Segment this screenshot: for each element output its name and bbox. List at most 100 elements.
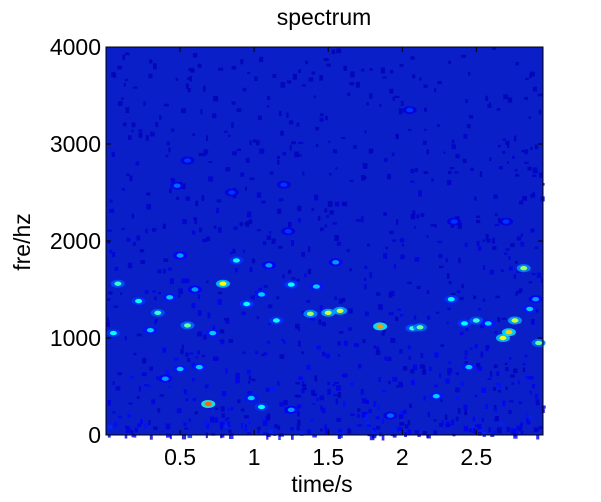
heatmap-texture-cell: [401, 243, 404, 247]
heatmap-texture-cell: [233, 226, 238, 230]
heatmap-texture-cell: [297, 326, 300, 332]
heatmap-texture-cell: [346, 249, 350, 253]
heatmap-texture-cell: [509, 357, 512, 360]
heatmap-texture-cell: [167, 267, 172, 271]
heatmap-texture-cell: [149, 59, 153, 64]
heatmap-texture-cell: [162, 347, 166, 353]
heatmap-texture-cell: [148, 385, 152, 388]
heatmap-hotspot: [484, 321, 492, 326]
heatmap-texture-cell: [163, 268, 166, 274]
heatmap-texture-cell: [150, 131, 155, 137]
heatmap-texture-cell: [539, 172, 543, 178]
heatmap-texture-cell: [183, 389, 187, 394]
heatmap-texture-cell: [541, 405, 546, 409]
heatmap-texture-cell: [204, 384, 209, 389]
heatmap-texture-cell: [410, 214, 416, 220]
heatmap-texture-cell: [499, 421, 503, 426]
heatmap-texture-cell: [127, 262, 133, 269]
heatmap-texture-cell: [107, 229, 112, 232]
heatmap-texture-cell: [257, 229, 261, 232]
heatmap-texture-cell: [426, 290, 430, 294]
heatmap-hotspot: [154, 310, 162, 315]
heatmap-hotspot: [284, 229, 292, 234]
heatmap-texture-cell: [246, 369, 251, 375]
heatmap-texture-cell: [520, 430, 524, 435]
heatmap-texture-cell: [192, 398, 196, 402]
heatmap-texture-cell: [140, 419, 143, 425]
heatmap-texture-cell: [316, 397, 319, 401]
heatmap-hotspot: [511, 318, 519, 323]
heatmap-texture-cell: [203, 334, 207, 340]
heatmap-texture-cell: [392, 433, 397, 438]
heatmap-texture-cell: [464, 360, 468, 364]
heatmap-texture-cell: [230, 407, 234, 411]
heatmap-texture-cell: [378, 304, 383, 310]
heatmap-texture-cell: [409, 403, 412, 408]
heatmap-texture-cell: [408, 356, 411, 360]
y-tick-label: 2000: [50, 228, 101, 254]
heatmap-texture-cell: [532, 192, 536, 196]
heatmap-texture-cell: [319, 428, 323, 432]
heatmap-texture-cell: [535, 309, 539, 313]
heatmap-texture-cell: [281, 338, 285, 341]
heatmap-texture-cell: [400, 411, 405, 417]
heatmap-texture-cell: [481, 417, 484, 422]
heatmap-texture-cell: [184, 427, 189, 430]
heatmap-texture-cell: [329, 210, 334, 215]
heatmap-texture-cell: [457, 408, 461, 414]
heatmap-texture-cell: [533, 427, 538, 433]
heatmap-texture-cell: [482, 239, 485, 242]
heatmap-texture-cell: [178, 288, 183, 295]
heatmap-texture-cell: [356, 81, 360, 88]
heatmap-texture-cell: [181, 344, 184, 349]
heatmap-texture-cell: [225, 368, 228, 374]
heatmap-texture-cell: [325, 353, 331, 359]
heatmap-texture-cell: [368, 408, 372, 414]
heatmap-texture-cell: [138, 132, 143, 138]
heatmap-texture-cell: [240, 408, 245, 412]
heatmap-texture-cell: [414, 167, 418, 172]
heatmap-texture-cell: [259, 56, 264, 62]
heatmap-texture-cell: [192, 378, 195, 382]
heatmap-texture-cell: [153, 63, 157, 70]
heatmap-texture-cell: [197, 294, 200, 300]
heatmap-texture-cell: [315, 126, 319, 131]
heatmap-texture-cell: [515, 173, 520, 177]
heatmap-texture-cell: [461, 284, 464, 289]
heatmap-texture-cell: [305, 60, 308, 65]
heatmap-texture-cell: [249, 140, 252, 145]
heatmap-texture-cell: [109, 208, 115, 213]
heatmap-texture-cell: [510, 243, 515, 248]
heatmap-texture-cell: [407, 345, 411, 350]
heatmap-texture-cell: [241, 311, 246, 315]
heatmap-texture-cell: [133, 352, 137, 356]
heatmap-hotspot: [376, 324, 384, 329]
heatmap-texture-cell: [361, 398, 367, 404]
heatmap-texture-cell: [323, 58, 329, 61]
heatmap-texture-cell: [144, 384, 149, 387]
heatmap-texture-cell: [325, 115, 328, 121]
heatmap-texture-cell: [485, 404, 488, 409]
heatmap-texture-cell: [402, 409, 407, 414]
heatmap-texture-cell: [478, 308, 481, 311]
heatmap-texture-cell: [149, 366, 153, 371]
heatmap-texture-cell: [200, 109, 203, 115]
heatmap-texture-cell: [107, 424, 113, 430]
heatmap-texture-cell: [343, 65, 347, 71]
heatmap-texture-cell: [135, 161, 140, 166]
heatmap-texture-cell: [516, 290, 522, 294]
heatmap-texture-cell: [431, 178, 434, 182]
heatmap-texture-cell: [363, 176, 367, 179]
heatmap-texture-cell: [497, 144, 501, 148]
heatmap-texture-cell: [495, 382, 500, 385]
heatmap-texture-cell: [210, 417, 215, 423]
heatmap-texture-cell: [462, 158, 467, 164]
heatmap-texture-cell: [414, 430, 419, 434]
heatmap-texture-cell: [350, 413, 355, 416]
heatmap-texture-cell: [327, 388, 331, 395]
heatmap-texture-cell: [494, 224, 500, 227]
heatmap-texture-cell: [168, 147, 171, 153]
heatmap-texture-cell: [395, 316, 399, 321]
heatmap-texture-cell: [510, 374, 515, 378]
heatmap-hotspot: [219, 281, 227, 286]
